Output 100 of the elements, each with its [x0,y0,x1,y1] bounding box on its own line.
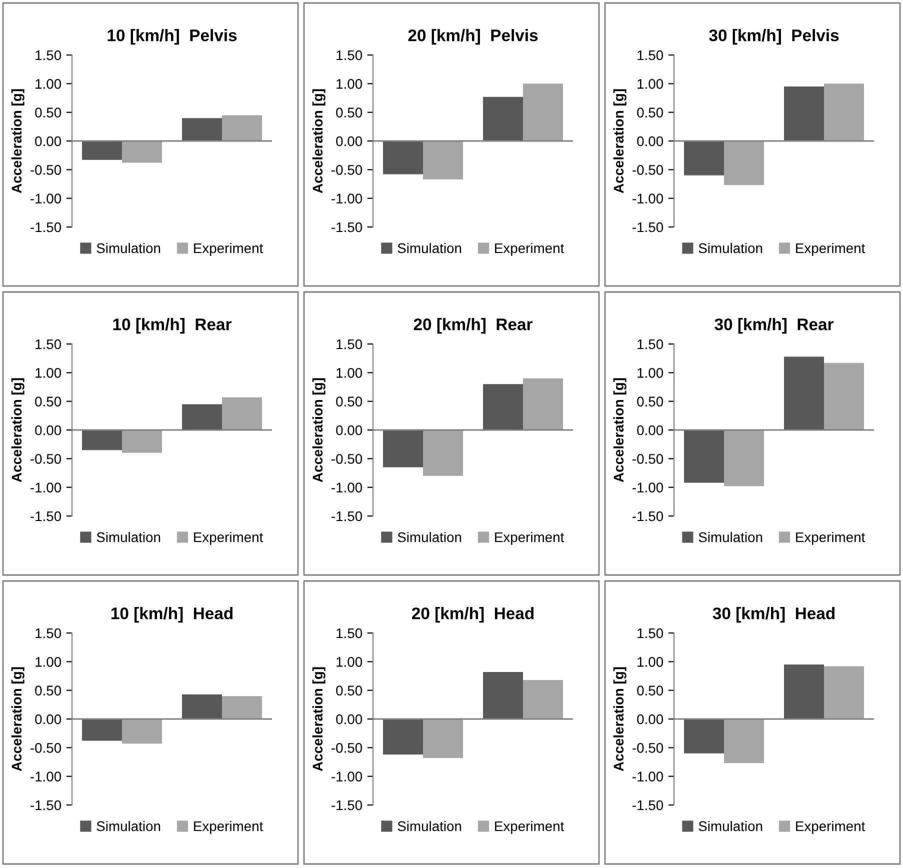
bar [684,719,724,754]
y-tick-label: 0.00 [35,136,62,146]
y-tick-label: 0.50 [336,108,362,118]
bar [383,141,423,174]
y-tick-label: 0.50 [637,396,664,407]
y-tick-label: 0.50 [336,396,362,407]
legend-label: Simulation [96,820,160,832]
y-tick-label: -0.50 [332,454,362,464]
chart-title: 30 [km/h] Pelvis [709,29,839,45]
y-tick-label: 1.50 [638,628,664,638]
bar [784,664,824,719]
legend-label: Experiment [495,820,564,834]
y-tick-label: 0.50 [336,686,362,696]
y-tick-label: 0.00 [35,714,62,724]
y-axis-title: Acceleration [g] [312,89,326,194]
bar [824,84,864,141]
y-axis-title: Acceleration [g] [613,378,626,482]
bar [82,719,122,741]
y-tick-label: -0.50 [332,165,362,175]
y-axis-title: Acceleration [g] [613,89,626,194]
bar [122,430,162,453]
y-tick-label: -1.00 [332,482,362,493]
bar [122,141,162,163]
y-tick-label: 1.00 [336,79,362,89]
y-axis-title: Acceleration [g] [11,667,24,772]
y-axis-title: Acceleration [g] [312,378,326,482]
y-tick-label: 1.00 [336,657,362,667]
y-tick-label: -0.50 [332,743,362,753]
y-tick-label: 0.50 [35,686,62,696]
chart-title: 30 [km/h] Rear [714,318,834,334]
legend-label: Simulation [398,532,462,542]
y-tick-label: 0.00 [336,714,362,724]
legend-label: Simulation [698,242,762,254]
y-tick-label: -1.00 [632,194,664,204]
y-tick-label: -1.00 [632,772,664,782]
y-tick-label: -1.00 [632,482,664,493]
y-tick-label: -1.50 [632,222,664,232]
legend-label: Simulation [698,820,762,832]
y-tick-label: -1.50 [332,511,362,522]
y-tick-label: 0.00 [336,425,362,436]
y-tick-label: 1.50 [336,50,362,60]
y-tick-label: 0.50 [637,686,664,696]
y-tick-label: 0.50 [35,396,62,407]
bar [724,430,764,486]
chart-title: 20 [km/h] Head [412,607,534,623]
y-tick-label: -0.50 [632,454,664,464]
bar [724,141,764,186]
legend-label: Simulation [398,820,462,832]
y-tick-label: -1.00 [332,772,362,782]
y-tick-label: 1.50 [36,50,62,60]
legend-label: Experiment [796,820,866,834]
legend-label: Simulation [96,242,160,254]
y-axis-title: Acceleration [g] [312,667,326,772]
legend-label: Experiment [194,532,264,545]
bar [523,84,563,141]
y-tick-label: -1.00 [30,772,62,782]
chart-title: 20 [km/h] Pelvis [408,29,538,45]
y-tick-label: 1.50 [36,628,62,638]
bar [222,397,262,430]
y-tick-label: -1.50 [332,800,362,810]
legend-label: Experiment [796,242,866,256]
bar [784,86,824,141]
y-tick-label: -0.50 [30,165,62,175]
y-tick-label: 1.00 [36,79,62,89]
y-axis-title: Acceleration [g] [11,378,24,482]
y-tick-label: -1.50 [332,222,362,232]
chart-title: 10 [km/h] Pelvis [108,29,237,45]
y-tick-label: -1.50 [30,800,62,810]
bar [222,696,262,719]
y-tick-label: -0.50 [30,454,62,464]
y-tick-label: -1.50 [632,800,664,810]
legend-label: Experiment [495,242,564,256]
y-tick-label: 1.00 [638,657,664,667]
bar [684,430,724,483]
y-tick-label: 1.00 [36,657,62,667]
y-tick-label: 1.00 [36,368,62,378]
bar [423,141,463,180]
y-tick-label: -1.50 [30,511,62,522]
bar [182,694,222,719]
bar [182,404,222,430]
y-tick-label: 0.00 [637,425,664,436]
y-axis-title: Acceleration [g] [613,667,626,772]
y-tick-label: 0.50 [35,108,62,118]
y-tick-label: -0.50 [632,165,664,175]
y-tick-label: 1.00 [336,368,362,378]
bar [784,356,824,430]
bar [684,141,724,176]
bar [383,430,423,468]
y-tick-label: -1.00 [30,482,62,493]
legend-label: Simulation [398,242,462,254]
bar [483,672,523,719]
bar [523,378,563,430]
y-tick-label: 0.00 [35,425,62,436]
bar [82,430,122,450]
y-tick-label: -0.50 [632,743,664,753]
legend-label: Experiment [194,242,264,256]
legend-label: Simulation [698,532,762,542]
chart-title: 20 [km/h] Rear [414,318,532,334]
bar [82,141,122,160]
y-tick-label: 1.50 [36,339,62,350]
